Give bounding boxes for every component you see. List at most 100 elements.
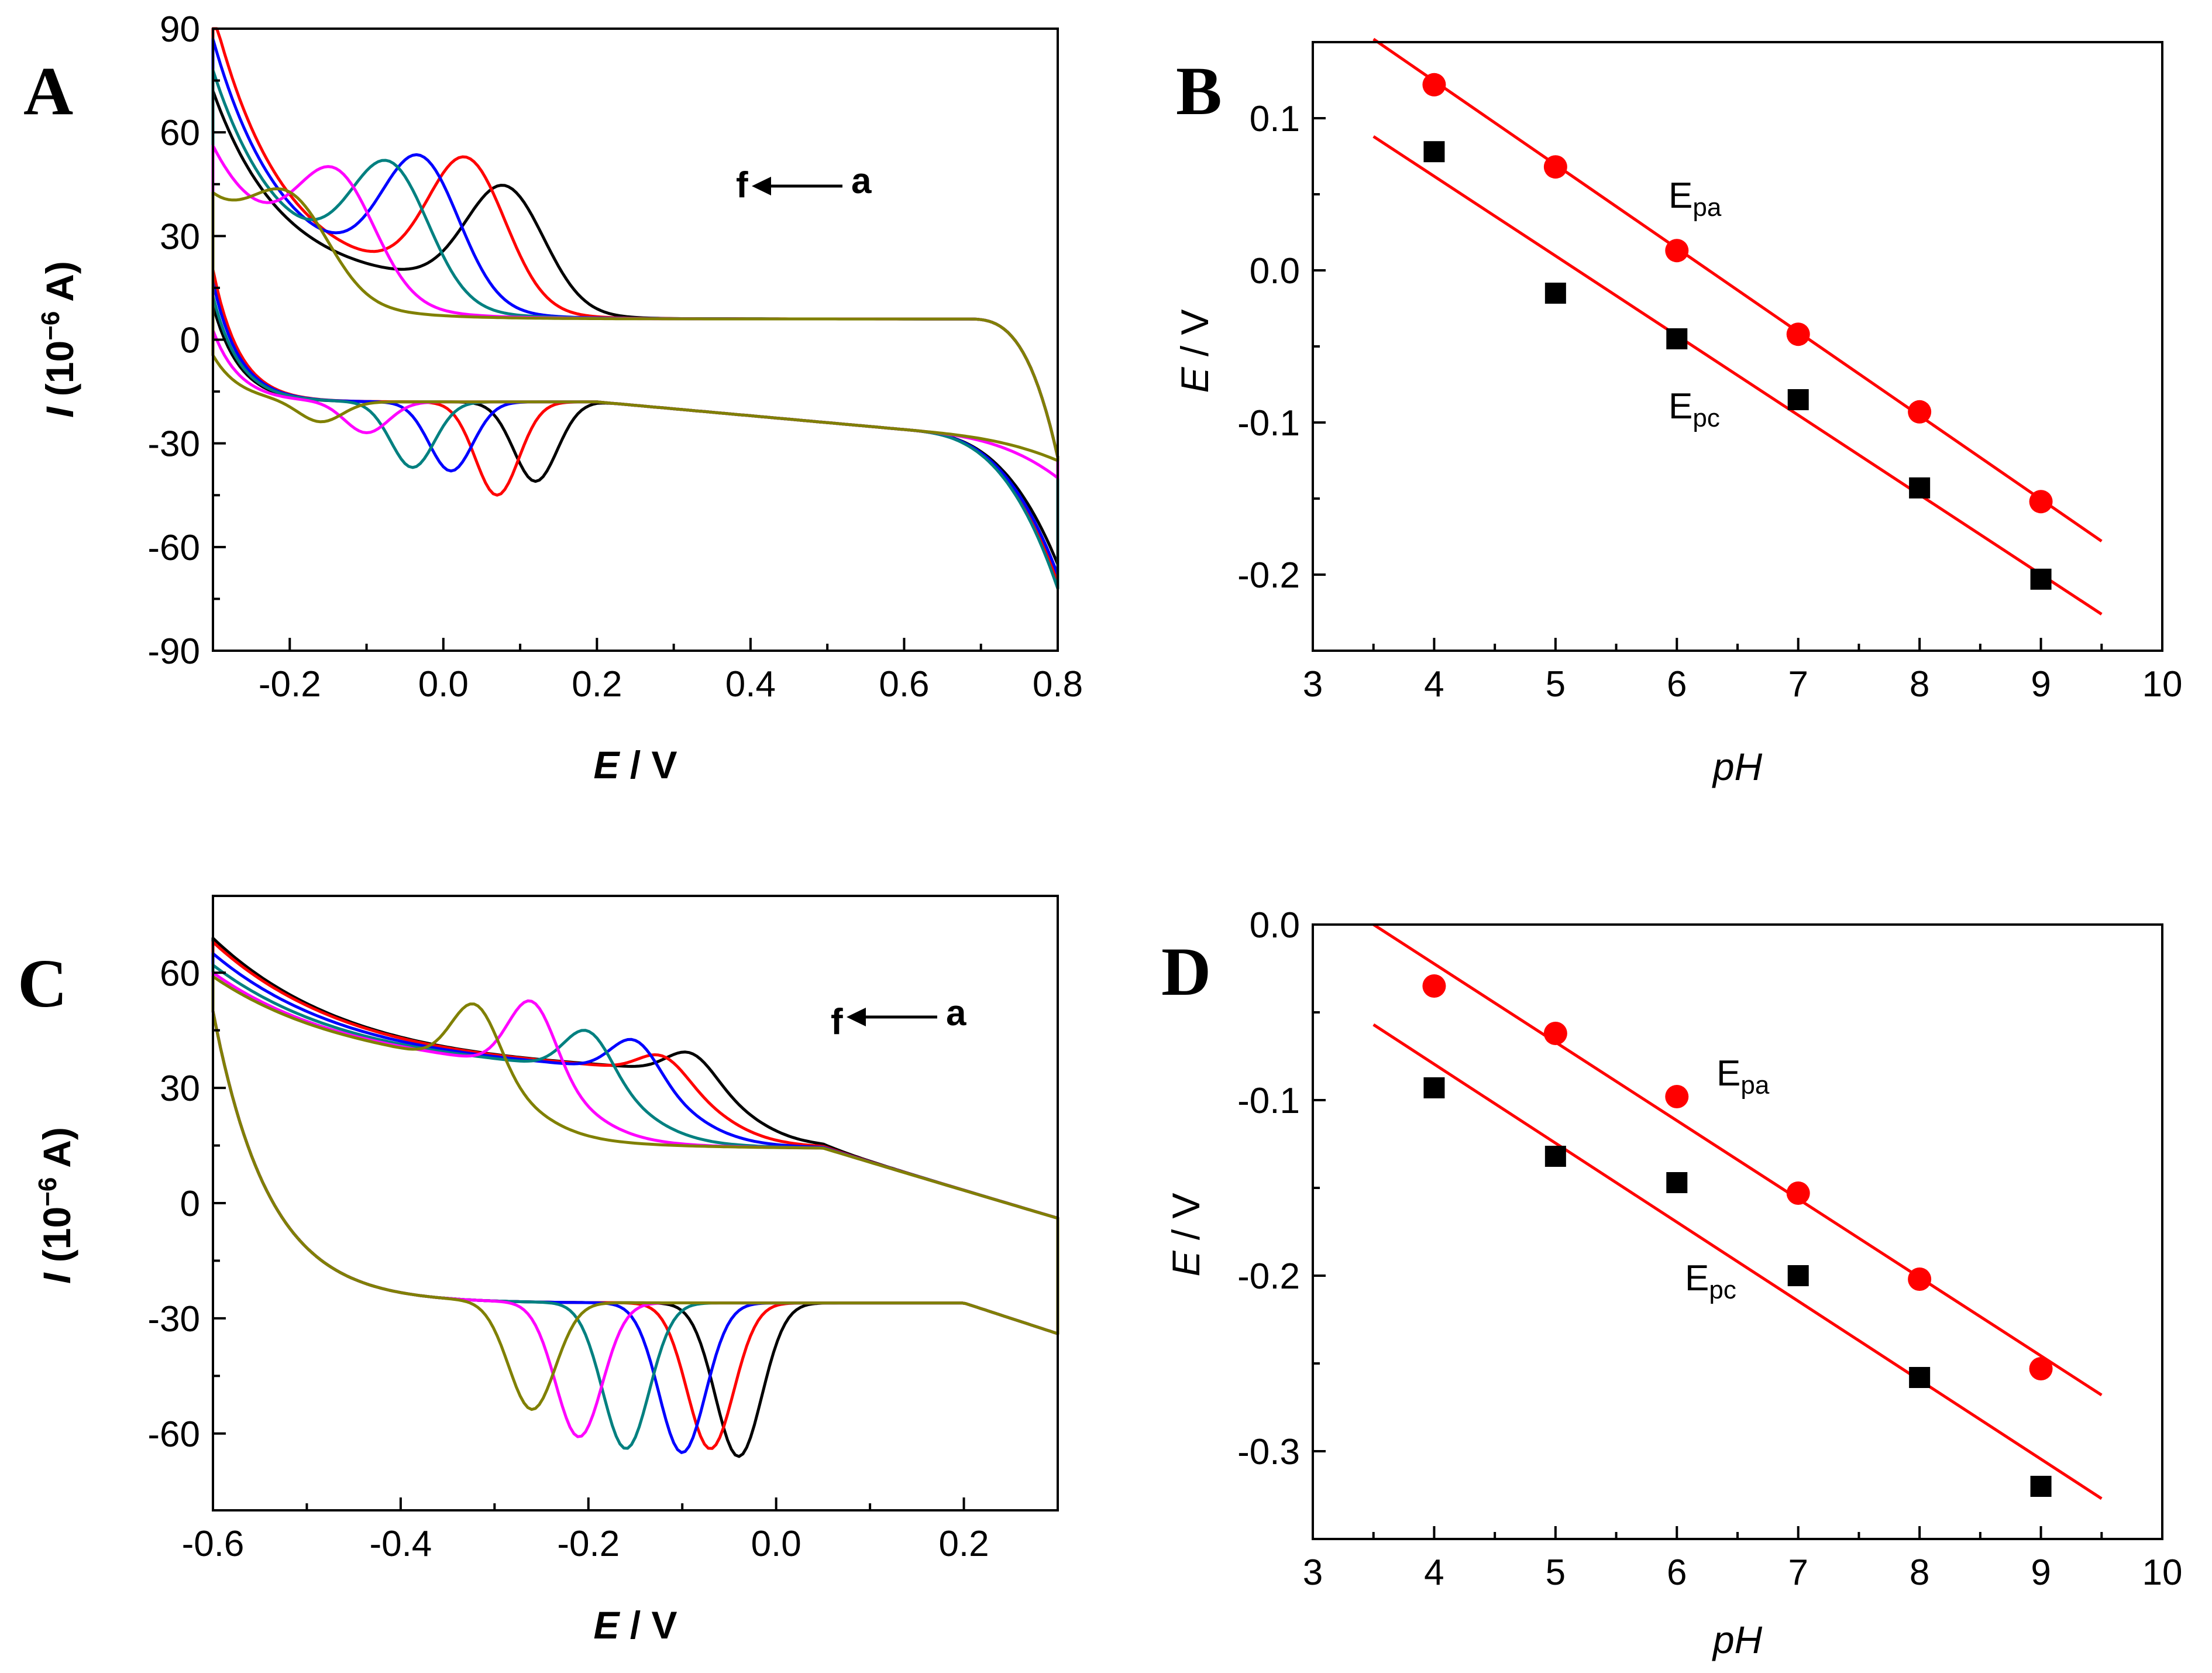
data-points-b	[1422, 73, 2053, 590]
x-tick-label-a: 0.6	[879, 664, 929, 705]
x-tick-label-b: 6	[1667, 664, 1687, 705]
x-tick-label-b: 3	[1303, 664, 1323, 705]
x-tick-label-b: 4	[1424, 664, 1444, 705]
y-tick-label-a: 90	[160, 9, 200, 50]
y-axis-label-d: E / V	[1164, 1193, 1208, 1276]
cv-curve-a-4	[211, 68, 1059, 590]
panel-label-c: C	[18, 945, 67, 1022]
x-tick-label-c: -0.4	[369, 1524, 432, 1564]
y-axis-ticks-d: -0.3 -0.2 -0.1 0.0	[1237, 905, 1326, 1472]
x-tick-label-c: 0.2	[938, 1524, 989, 1564]
y-tick-label-c: 30	[160, 1069, 200, 1109]
panel-d: D 3 4 5 6 7 8 9 10 -0.3 -0.2 -0.1 0.0 pH E / V Epa…	[1161, 905, 2182, 1661]
x-tick-label-c: -0.6	[182, 1524, 245, 1564]
x-tick-label-b: 10	[2142, 664, 2183, 705]
scan-direction-annotation-a: f a	[736, 161, 872, 205]
fit-lines-d	[1372, 923, 2103, 1500]
svg-text:f: f	[831, 1002, 843, 1042]
point-pc-d	[2030, 1476, 2052, 1497]
y-tick-label-a: 60	[160, 113, 200, 153]
series-label-epc-d: Epc	[1685, 1258, 1736, 1304]
panel-label-a: A	[23, 53, 73, 129]
point-pa-d	[1422, 974, 1446, 998]
point-pa-b	[1786, 322, 1810, 346]
plot-frame-a	[212, 28, 1059, 652]
x-axis-label-c: E / V	[593, 1603, 677, 1647]
cv-curve-a-1	[211, 89, 1059, 566]
x-tick-label-b: 7	[1788, 664, 1808, 705]
arrow-head-c	[847, 1008, 866, 1026]
x-axis-label-d: pH	[1712, 1618, 1763, 1661]
point-pa-d	[1543, 1022, 1567, 1045]
y-tick-label-a: 0	[180, 321, 200, 361]
point-pa-d	[1908, 1267, 1932, 1291]
fit-line-pa-d	[1372, 923, 2103, 1397]
panel-b: B 3 4 5 6 7 8 9 10 -0.2-0.10.00.1 pH E / V Epa …	[1173, 37, 2183, 788]
point-pc-b	[1423, 141, 1445, 163]
point-pc-b	[1909, 477, 1931, 499]
cv-curve-c-4	[211, 963, 1059, 1450]
y-tick-label-c: 60	[160, 953, 200, 994]
y-tick-label-b: 0.0	[1250, 251, 1300, 291]
x-axis-ticks-a: -0.2 0.0 0.2 0.4 0.6 0.8	[259, 638, 1083, 705]
y-tick-label-a: -60	[147, 528, 200, 568]
x-tick-label-d: 5	[1546, 1552, 1566, 1593]
svg-text:a: a	[851, 161, 872, 201]
point-pc-b	[1544, 283, 1566, 304]
data-points-d	[1422, 974, 2053, 1497]
point-pa-d	[2029, 1357, 2053, 1380]
x-axis-ticks-c: -0.6 -0.4 -0.2 0.0 0.2	[182, 1497, 989, 1564]
panel-label-d: D	[1161, 933, 1211, 1010]
y-axis-ticks-c: -60 -30 0 30 60	[147, 953, 226, 1455]
cv-curves-a	[211, 27, 1059, 590]
point-pa-b	[1422, 73, 1446, 97]
y-tick-label-b: 0.1	[1250, 99, 1300, 139]
series-label-epa-d: Epa	[1716, 1053, 1770, 1100]
point-pc-b	[2030, 568, 2052, 590]
svg-text:f: f	[736, 165, 748, 205]
point-pc-b	[1787, 389, 1809, 410]
x-tick-label-d: 8	[1910, 1552, 1929, 1593]
fit-lines-b	[1372, 37, 2103, 616]
point-pa-d	[1665, 1085, 1689, 1108]
plot-frame-c	[212, 895, 1059, 1511]
panel-label-b: B	[1176, 53, 1222, 129]
x-axis-ticks-b: 3 4 5 6 7 8 9 10	[1303, 638, 2183, 705]
x-tick-label-a: 0.2	[572, 664, 622, 705]
panel-a: A -0.2 0.0 0.2 0.4 0.6 0.8 -90 -60 -30 0 30 60 90 E…	[23, 9, 1083, 786]
x-tick-label-a: 0.0	[418, 664, 469, 705]
y-tick-label-c: -60	[147, 1414, 200, 1455]
y-tick-label-a: 30	[160, 217, 200, 257]
y-axis-label-a: I (10−6 A)	[36, 261, 81, 418]
point-pa-b	[1543, 155, 1567, 179]
point-pa-b	[1665, 239, 1689, 263]
series-label-epc-b: Epc	[1669, 386, 1720, 432]
fit-line-pc-b	[1372, 135, 2103, 616]
y-tick-label-d: -0.1	[1237, 1081, 1300, 1121]
x-axis-label-a: E / V	[593, 743, 677, 786]
x-tick-label-c: 0.0	[751, 1524, 801, 1564]
x-tick-label-c: -0.2	[557, 1524, 620, 1564]
cv-curve-c-5	[211, 971, 1059, 1438]
y-axis-ticks-a: -90 -60 -30 0 30 60 90	[147, 9, 226, 672]
point-pc-d	[1787, 1265, 1809, 1286]
point-pc-b	[1666, 328, 1688, 349]
point-pc-d	[1423, 1077, 1445, 1098]
plot-frame-d	[1312, 923, 2163, 1540]
svg-text:a: a	[946, 993, 966, 1033]
series-label-epa-b: Epa	[1669, 176, 1722, 222]
x-tick-label-d: 6	[1667, 1552, 1687, 1593]
point-pa-b	[2029, 490, 2053, 514]
arrow-head-a	[752, 177, 771, 195]
fit-line-pc-d	[1372, 1023, 2103, 1500]
x-tick-label-a: -0.2	[259, 664, 321, 705]
x-tick-label-d: 10	[2142, 1552, 2183, 1593]
scan-direction-annotation-c: f a	[831, 993, 966, 1042]
y-axis-label-c: I (10−6 A)	[33, 1127, 78, 1284]
panel-c: C -0.6 -0.4 -0.2 0.0 0.2 -60 -30 0 30 60 E / V I…	[18, 895, 1059, 1647]
plot-frame-b	[1312, 41, 2163, 652]
y-tick-label-a: -30	[147, 424, 200, 465]
x-tick-label-b: 9	[2031, 664, 2051, 705]
x-axis-ticks-d: 3 4 5 6 7 8 9 10	[1303, 1526, 2183, 1593]
